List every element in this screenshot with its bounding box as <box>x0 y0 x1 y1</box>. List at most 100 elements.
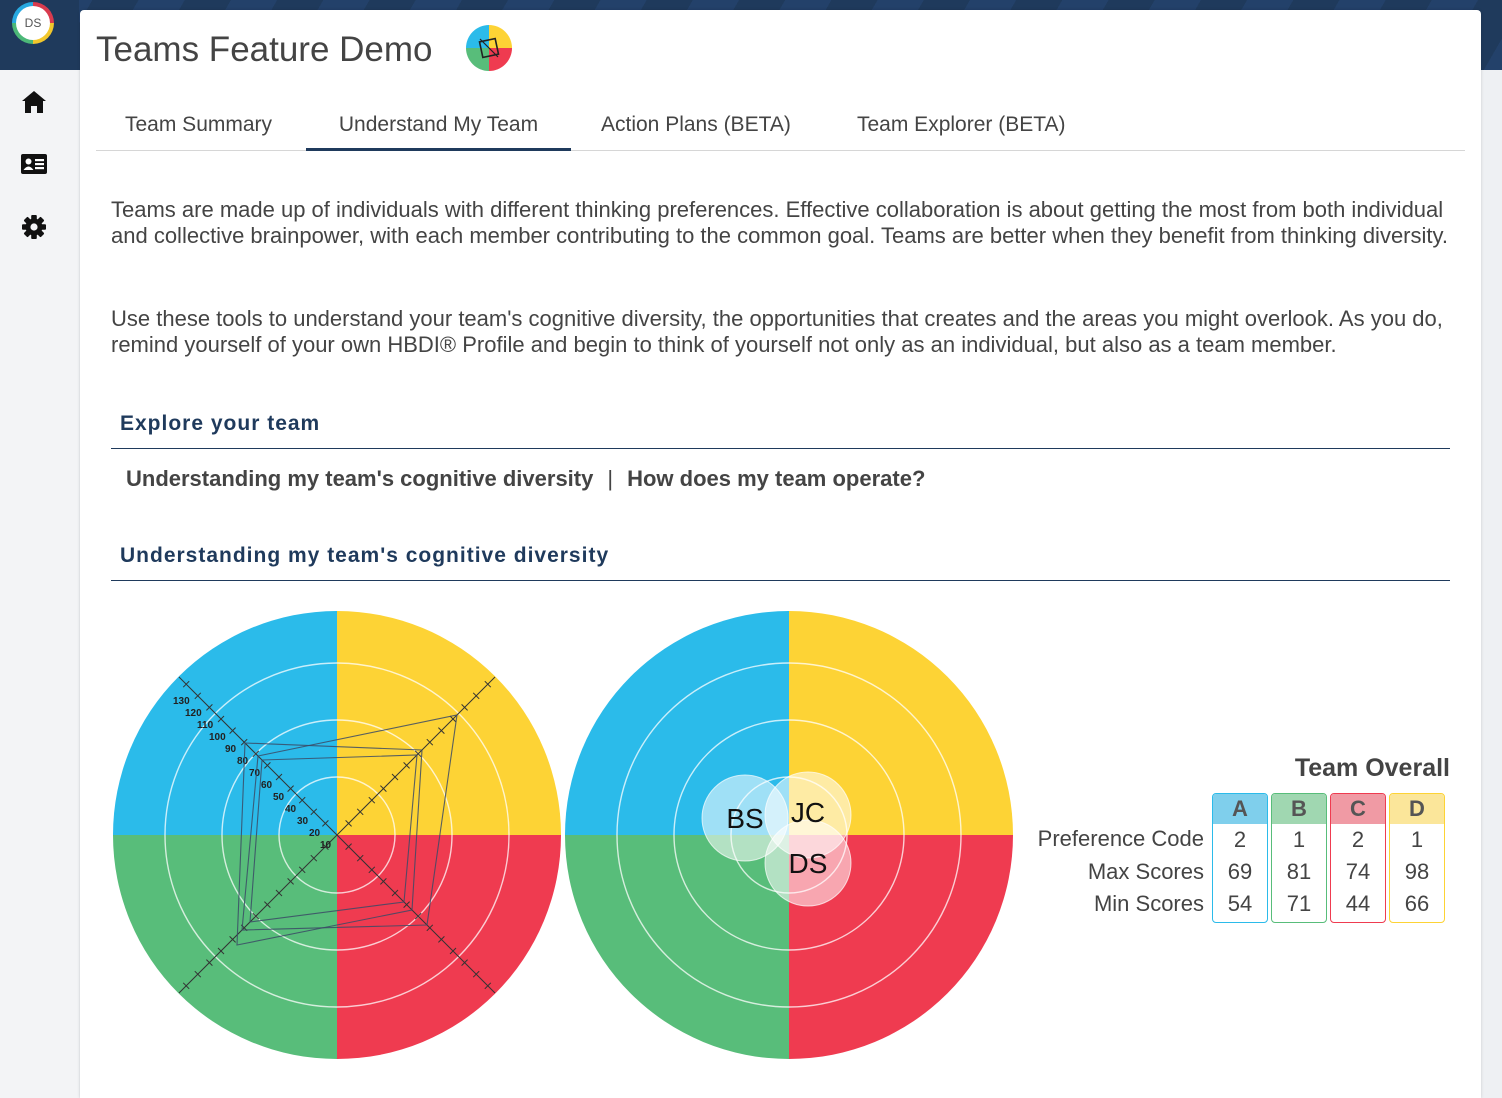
max-a: 69 <box>1227 859 1253 884</box>
tick-label-110: 110 <box>197 720 214 731</box>
tick-label-20: 20 <box>309 828 321 839</box>
tab-team-explorer[interactable]: Team Explorer (BETA) <box>857 113 1066 136</box>
score-column-a: A 2 69 54 <box>1212 793 1268 923</box>
radar-tick <box>356 808 364 816</box>
radar-tick <box>322 843 329 850</box>
profile-polygon-3 <box>236 742 423 946</box>
sidebar-logo-area: DS <box>0 0 79 70</box>
radar-tick <box>484 982 492 990</box>
radar-tick <box>391 773 399 781</box>
score-column-c: C 2 74 44 <box>1330 793 1386 923</box>
team-members-chart: BS JC DS <box>565 611 1013 1059</box>
radar-tick <box>449 715 457 723</box>
tick-label-90: 90 <box>225 744 237 755</box>
page-title: Teams Feature Demo <box>96 30 433 69</box>
radar-tick <box>345 843 352 850</box>
team-overall-title: Team Overall <box>1294 754 1450 782</box>
radar-tick <box>287 785 294 792</box>
member-label-ds: DS <box>789 848 828 879</box>
member-profile-polygons <box>236 714 458 946</box>
radar-tick <box>264 901 271 908</box>
score-column-d: D 1 98 66 <box>1389 793 1445 923</box>
quadrant-b <box>565 835 789 1059</box>
member-bubble-ds[interactable] <box>764 819 852 907</box>
member-label-bs: BS <box>726 803 763 834</box>
radar-tick <box>217 715 225 723</box>
link-team-operate[interactable]: How does my team operate? <box>627 466 926 491</box>
tick-label-30: 30 <box>297 816 309 827</box>
radar-axis-labels: 10 20 30 40 50 60 70 80 90 100 110 120 1… <box>173 696 332 851</box>
tick-label-100: 100 <box>209 732 226 743</box>
radar-tick <box>438 727 445 734</box>
radar-tick <box>461 704 468 711</box>
max-b: 81 <box>1286 859 1312 884</box>
main-panel: Teams Feature Demo Team Summary Understa… <box>80 10 1481 1098</box>
radar-tick <box>356 854 364 862</box>
radar-tick <box>240 738 248 746</box>
radar-tick <box>472 970 480 978</box>
radar-tick <box>484 680 492 688</box>
radar-tick <box>206 704 213 711</box>
diversity-heading: Understanding my team's cognitive divers… <box>120 544 610 567</box>
pref-d: 1 <box>1410 827 1424 852</box>
radar-tick <box>449 947 457 955</box>
radar-tick <box>426 738 434 746</box>
intro-paragraph-2: Use these tools to understand your team'… <box>111 306 1443 357</box>
column-header-d: D <box>1390 794 1444 824</box>
radar-tick <box>217 947 225 955</box>
home-icon[interactable] <box>20 88 48 116</box>
column-header-a: A <box>1213 794 1267 824</box>
radar-tick <box>403 901 410 908</box>
radar-tick <box>380 878 387 885</box>
radar-tick <box>206 959 213 966</box>
tick-label-80: 80 <box>237 756 249 767</box>
radar-tick <box>414 750 422 758</box>
radar-tick <box>182 982 190 990</box>
avatar-initials: DS <box>16 6 50 40</box>
radar-tick <box>461 959 468 966</box>
explore-heading: Explore your team <box>120 412 321 435</box>
max-c: 74 <box>1345 859 1371 884</box>
radar-tick <box>298 866 306 874</box>
tab-understand-my-team[interactable]: Understand My Team <box>306 100 571 151</box>
min-c: 44 <box>1345 891 1371 916</box>
user-avatar[interactable]: DS <box>12 2 54 44</box>
tick-label-40: 40 <box>285 804 297 815</box>
profile-polygon-1 <box>241 714 458 931</box>
radar-tick <box>252 912 260 920</box>
radar-tick <box>298 796 306 804</box>
tab-action-plans[interactable]: Action Plans (BETA) <box>601 113 791 136</box>
radar-tick <box>310 854 318 862</box>
column-header-b: B <box>1272 794 1326 824</box>
min-d: 66 <box>1404 891 1430 916</box>
link-cognitive-diversity[interactable]: Understanding my team's cognitive divers… <box>126 466 594 491</box>
radar-tick <box>287 878 294 885</box>
radar-tick <box>229 936 236 943</box>
row-label-min: Min Scores <box>1093 891 1204 916</box>
sidebar-nav <box>0 70 79 1098</box>
radar-tick <box>368 796 376 804</box>
settings-gear-icon[interactable] <box>20 213 48 241</box>
radar-tick <box>252 750 260 758</box>
column-header-c: C <box>1331 794 1385 824</box>
profile-card-icon[interactable] <box>20 150 48 178</box>
radar-tick <box>275 889 283 897</box>
tick-label-50: 50 <box>273 792 285 803</box>
radar-tick <box>194 692 202 700</box>
score-column-b: B 1 81 71 <box>1271 793 1327 923</box>
min-a: 54 <box>1227 891 1253 916</box>
row-label-max: Max Scores <box>1087 859 1204 884</box>
member-label-jc: JC <box>791 797 825 828</box>
pref-c: 2 <box>1351 827 1365 852</box>
member-bubbles <box>701 771 852 907</box>
tick-label-120: 120 <box>185 708 202 719</box>
radar-tick <box>322 820 329 827</box>
explore-links: Understanding my team's cognitive divers… <box>126 466 925 492</box>
radar-rings <box>164 662 510 1008</box>
radar-tick <box>194 970 202 978</box>
tick-label-10: 10 <box>320 840 332 851</box>
radar-tick <box>345 820 352 827</box>
radar-tick <box>229 727 236 734</box>
tick-label-70: 70 <box>249 768 261 779</box>
tab-team-summary[interactable]: Team Summary <box>125 113 273 136</box>
